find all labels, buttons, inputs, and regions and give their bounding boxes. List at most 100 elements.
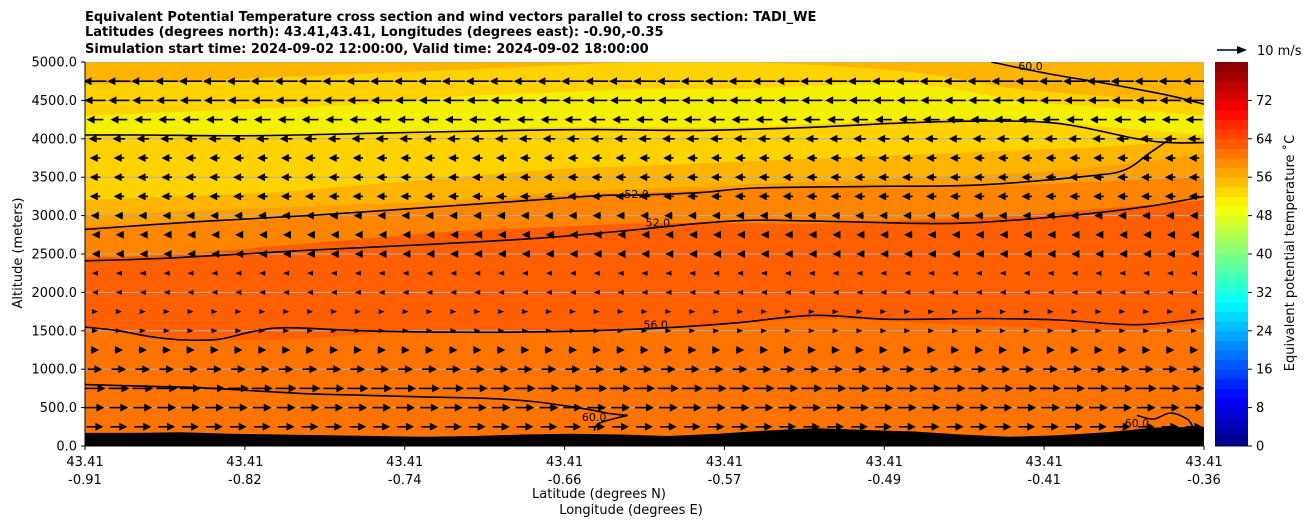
wind-arrow-head [357,365,366,374]
wind-arrow-head [808,250,817,258]
wind-arrow [1143,309,1150,315]
wind-arrow [1140,154,1152,162]
wind-arrow-head [928,230,937,239]
wind-arrow-head [808,230,817,239]
wind-arrow [665,309,672,315]
wind-arrow-head [522,328,529,334]
wind-arrow [448,173,459,182]
wind-arrow [1087,384,1109,393]
wind-arrow [634,384,655,393]
wind-arrow-head [1018,115,1027,124]
wind-arrow [610,384,632,393]
wind-arrow [949,192,961,201]
wind-arrow-head [286,422,295,431]
wind-arrow-head [832,270,839,276]
wind-arrow-head [1071,270,1078,276]
wind-arrow-head [1069,154,1078,162]
wind-arrow [376,154,387,162]
wind-arrow [735,211,745,220]
wind-arrow [734,192,746,201]
wind-arrow-head [656,77,665,86]
wind-arrow-head [158,115,167,124]
wind-arrow [1069,173,1080,182]
wind-arrow-head [569,328,576,334]
wind-arrow-head [1143,289,1150,295]
wind-arrow [994,422,1012,431]
wind-arrow-head [108,96,117,105]
wind-arrow-head [465,77,474,86]
wind-arrow [758,173,770,182]
wind-arrow [920,96,942,105]
wind-arrow [1161,115,1179,124]
wind-arrow-head [259,289,266,295]
wind-arrow-head [832,230,841,239]
wind-arrow-head [543,173,552,182]
wind-arrow [925,154,937,162]
wind-arrow-head [659,115,668,124]
wind-arrow-head [545,328,552,334]
wind-arrow-head [1068,134,1077,143]
wind-arrow [807,346,816,354]
wind-arrow-head [1044,134,1053,143]
wind-arrow-head [450,230,459,239]
wind-arrow [474,309,481,315]
wind-arrow [233,173,244,182]
wind-arrow-head [1117,173,1126,182]
wind-arrow-head [399,134,408,143]
wind-arrow [902,192,913,201]
wind-arrow [417,77,442,86]
wind-arrow [1184,403,1204,412]
wind-arrow-head [1094,211,1103,220]
wind-arrow-head [1167,309,1174,315]
wind-arrow-head [139,270,146,276]
y-tick-label: 1500.0 [32,324,78,339]
wind-arrow [184,134,197,143]
wind-arrow [952,328,959,334]
wind-arrow-head [1140,192,1149,201]
wind-arrow-head [860,403,869,412]
wind-arrow-head [235,328,242,334]
wind-arrow [1070,346,1079,354]
wind-arrow-head [354,309,361,315]
wind-arrow [155,77,179,86]
wind-arrow [443,403,463,412]
wind-arrow-head [312,384,321,393]
wind-arrow [827,422,845,431]
wind-arrow [299,96,321,105]
wind-arrow [706,403,726,412]
wind-arrow [974,346,984,354]
wind-arrow-head [1064,96,1073,105]
wind-arrow-head [472,154,481,162]
wind-arrow-head [216,384,225,393]
wind-arrow-head [614,134,623,143]
wind-arrow [634,96,655,105]
wind-arrow-head [777,96,786,105]
wind-arrow-head [1118,211,1127,220]
wind-arrow-head [994,115,1003,124]
wind-arrow-head [89,154,98,162]
wind-arrow [1064,96,1086,105]
wind-arrow [185,154,196,162]
wind-arrow-head [521,250,530,258]
wind-arrow [110,115,128,124]
wind-arrow-head [997,173,1006,182]
wind-arrow-head [593,250,602,258]
wind-arrow [1023,309,1030,315]
wind-arrow [688,346,697,354]
wind-arrow [330,328,337,334]
wind-arrow-head [737,289,744,295]
wind-arrow [1094,211,1103,220]
wind-arrow-head [211,230,220,239]
wind-arrow-head [1134,77,1143,86]
wind-arrow-head [999,289,1006,295]
wind-arrow [280,192,292,201]
wind-arrow [1117,154,1128,162]
wind-arrow-head [662,134,671,143]
wind-arrow-head [1183,96,1192,105]
wind-arrow-head [137,173,146,182]
wind-arrow [307,270,314,276]
wind-arrow [1162,365,1178,374]
wind-arrow [545,230,554,239]
wind-arrow-head [285,365,294,374]
